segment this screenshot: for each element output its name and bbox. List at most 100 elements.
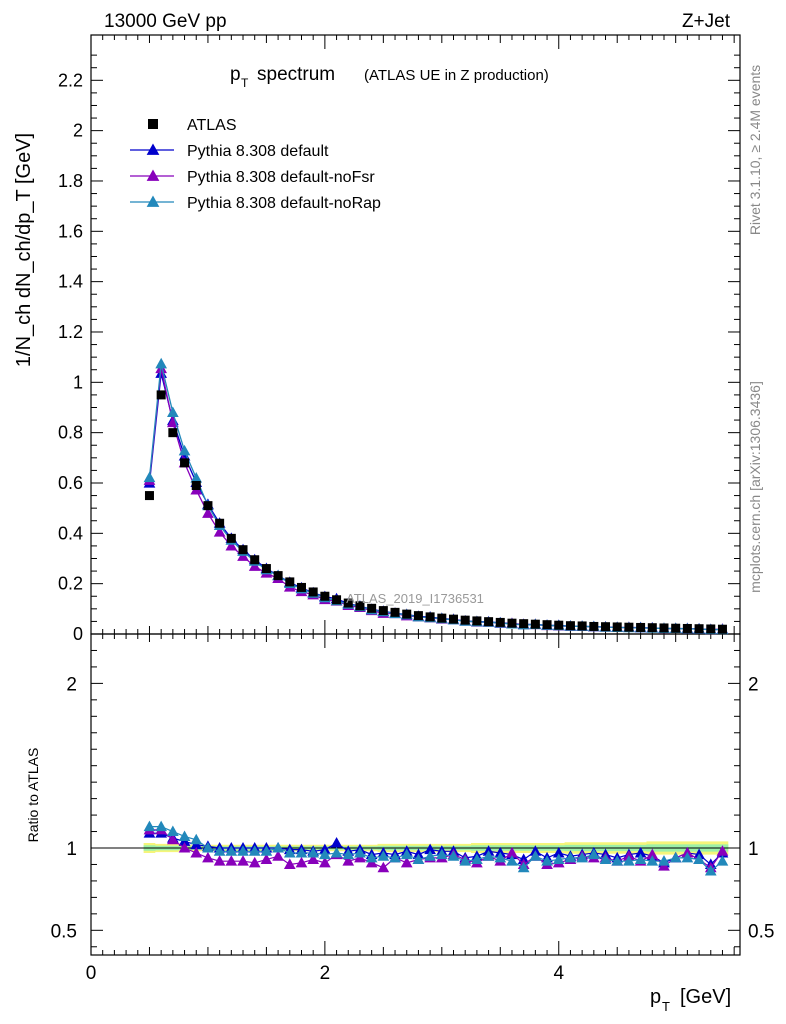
ratio-axis-label-text: Ratio to ATLAS [25,748,41,843]
ratio-point-2 [634,853,647,865]
ratio-point-2 [459,855,472,866]
ratio-point-1 [272,850,284,861]
ratio-point-2 [529,850,542,861]
data-point [402,609,412,619]
ratio-point-2 [319,848,331,860]
series-point-1 [248,560,261,571]
data-point [530,619,540,629]
series-point-1 [237,550,249,561]
data-point [156,390,166,400]
ratio-point-2 [494,851,507,863]
ratio-point-1 [342,855,355,866]
y-tick-label: 0.6 [58,473,83,493]
y-tick-label: 0 [73,624,83,644]
data-point [320,591,330,601]
ratio-point-2 [447,850,460,861]
legend-label-2: Pythia 8.308 default-noRap [187,195,381,212]
data-point [215,518,225,528]
data-point [507,618,517,628]
ratio-point-1 [307,853,320,865]
series-point-1 [202,507,214,518]
data-point [425,612,435,622]
y-tick-label: 1.4 [58,272,83,292]
ratio-point-2 [155,820,168,832]
x-axis-label-sub: T [662,999,670,1014]
series-point-2 [167,406,179,418]
y-tick-label: 2.2 [58,70,83,90]
ratio-point-2 [564,851,577,863]
data-point [624,622,634,632]
series-point-2 [155,357,168,369]
data-point [250,555,260,565]
data-point [413,611,423,621]
ratio-point-2 [260,845,273,856]
ratio-point-1 [237,855,249,866]
ratio-point-2 [202,841,214,853]
ratio-point-2 [716,855,729,866]
ratio-point-2 [599,853,612,865]
ratio-point-2 [611,855,624,866]
ratio-point-1 [178,841,191,853]
chart-title-main: p [230,64,241,85]
ratio-point-2 [693,853,705,865]
ratio-point-2 [658,855,670,866]
ratio-point-2 [482,850,495,861]
ratio-point-2 [377,850,390,861]
data-point [355,601,365,611]
legend-label-1: Pythia 8.308 default-noFsr [187,169,375,186]
data-point [472,616,482,626]
y-tick-label: 0.8 [58,423,83,443]
ratio-point-2 [517,861,530,873]
data-point [484,617,494,627]
axes-layer [90,34,741,956]
chart-title-sub: T [241,76,249,90]
data-point [180,458,190,468]
ratio-point-2 [213,845,226,856]
legend-marker-2 [146,195,160,207]
y-axis-label: 1/N_ch dN_ch/dp_T [GeV] [13,133,35,367]
x-axis-label: p T [GeV] [650,986,731,1014]
ratio-point-2 [576,851,588,863]
ratio-point-2 [623,855,635,866]
ratio-point-2 [389,851,401,863]
data-point [203,501,213,511]
data-point [238,545,248,555]
data-point [367,603,377,613]
data-point [308,587,318,597]
data-point [226,533,236,543]
legend-marker-0 [146,143,160,155]
data-point [554,620,564,630]
data-point [261,564,271,574]
data-point [612,622,622,632]
y-tick-label: 2 [73,121,83,141]
ratio-point-1 [167,833,179,845]
chart-subtitle: (ATLAS UE in Z production) [364,67,549,84]
ratio-point-2 [365,851,378,863]
data-point [191,481,201,491]
legend: ATLAS Pythia 8.308 default Pythia 8.308 de… [130,117,381,212]
ratio-point-1 [213,855,226,866]
ratio-point-2 [143,820,156,832]
data-point [577,621,587,631]
ratio-point-2 [307,846,320,858]
ratio-point-2 [237,845,249,856]
legend-label-0: Pythia 8.308 default [187,143,329,160]
data-point [717,624,727,634]
y-tick-label: 1.8 [58,171,83,191]
series-point-2 [178,444,191,456]
data-point [168,428,178,438]
ratio-point-2 [587,848,600,860]
ratio-point-2 [400,848,413,860]
rivet-label-text: Rivet 3.1.10, ≥ 2.4M events [747,65,763,235]
ratio-point-2 [295,846,308,858]
ratio-point-2 [354,846,366,858]
y-tick-label: 1.6 [58,221,83,241]
mcplots-label: mcplots.cern.ch [arXiv:1306.3436] [747,381,763,593]
data-point [449,614,459,624]
x-tick-label: 4 [553,963,564,984]
x-axis-label-unit: [GeV] [680,986,731,1008]
ratio-point-2 [541,855,553,866]
data-point [565,621,575,631]
ratio-point-1 [248,856,261,868]
data-point [437,613,447,623]
